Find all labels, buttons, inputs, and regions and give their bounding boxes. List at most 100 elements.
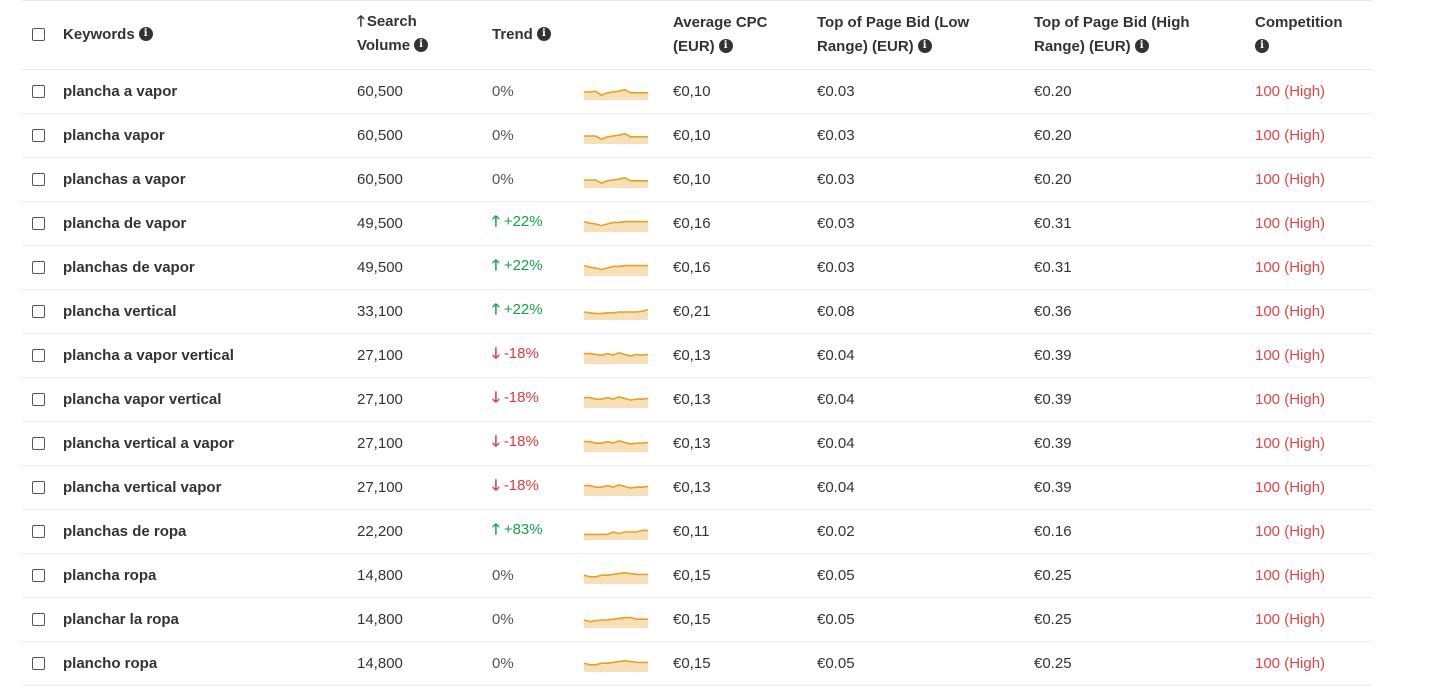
top-bid-low-cell: €0.04	[817, 378, 1034, 422]
trend-sparkline	[584, 483, 648, 496]
search-volume-cell: 49,500	[357, 202, 492, 246]
table-row[interactable]: plancha vertical 33,100 🡑 +22% €0,21 €0.08 €0.…	[22, 290, 1372, 334]
trend-cell: 0%	[492, 642, 584, 686]
table-row[interactable]: plancha vertical vapor 27,100 🡓 -18% €0,13 €0…	[22, 466, 1372, 510]
row-select-cell	[22, 422, 63, 466]
keyword-text[interactable]: plancha vertical	[63, 303, 177, 320]
top-bid-high-cell: €0.31	[1034, 246, 1255, 290]
info-icon[interactable]: i	[1255, 39, 1269, 54]
sparkline-line	[584, 88, 648, 96]
table-row[interactable]: planchas de ropa 22,200 🡑 +83% €0,11 €0.02 €0.…	[22, 510, 1372, 554]
info-icon[interactable]: i	[414, 38, 429, 53]
keyword-text[interactable]: planchas de ropa	[63, 523, 187, 540]
table-row[interactable]: plancha vertical a vapor 27,100 🡓 -18% €0,13…	[22, 422, 1372, 466]
top-bid-high-value: €0.20	[1034, 171, 1072, 188]
trend-sparkline	[584, 264, 648, 276]
header-top-bid-high[interactable]: Top of Page Bid (High Range) (EUR) i	[1034, 1, 1255, 70]
top-bid-low-cell: €0.04	[817, 334, 1034, 378]
header-top-bid-low[interactable]: Top of Page Bid (Low Range) (EUR) i	[817, 1, 1034, 70]
arrow-down-icon: 🡓	[492, 433, 500, 450]
trend-value: +22%	[503, 257, 543, 274]
top-bid-high-value: €0.31	[1034, 259, 1072, 276]
competition-cell: 100 (High)	[1255, 642, 1372, 686]
header-trend[interactable]: Trend i	[492, 1, 673, 70]
competition-cell: 100 (High)	[1255, 70, 1372, 114]
sparkline-line	[584, 351, 648, 357]
arrow-down-icon: 🡓	[492, 477, 500, 494]
keyword-text[interactable]: plancha a vapor vertical	[63, 347, 234, 364]
table-row[interactable]: plancha ropa 14,800 0% €0,15 €0.05 €0.25 100 (…	[22, 554, 1372, 598]
row-checkbox[interactable]	[32, 304, 45, 318]
table-row[interactable]: planchar la ropa 14,800 0% €0,15 €0.05 €0.25 1…	[22, 598, 1372, 642]
row-checkbox[interactable]	[32, 524, 45, 538]
info-icon[interactable]: i	[138, 27, 153, 42]
top-bid-high-value: €0.20	[1034, 83, 1072, 100]
search-volume-cell: 60,500	[357, 158, 492, 202]
sparkline-cell	[584, 334, 673, 378]
row-checkbox[interactable]	[32, 172, 45, 186]
table-row[interactable]: plancho ropa 14,800 0% €0,15 €0.05 €0.25 100 (…	[22, 642, 1372, 686]
keyword-text[interactable]: planchas de vapor	[63, 259, 195, 276]
row-checkbox[interactable]	[32, 656, 45, 670]
info-icon[interactable]: i	[536, 27, 551, 42]
select-all-checkbox[interactable]	[32, 27, 45, 41]
top-bid-high-value: €0.39	[1034, 479, 1072, 496]
competition-cell: 100 (High)	[1255, 158, 1372, 202]
competition-value: 100 (High)	[1255, 611, 1326, 628]
row-checkbox[interactable]	[32, 216, 45, 230]
header-competition[interactable]: Competition i	[1255, 1, 1372, 70]
keyword-text[interactable]: plancho ropa	[63, 655, 158, 672]
trend-value: 0%	[492, 171, 514, 188]
table-row[interactable]: planchas a vapor 60,500 0% €0,10 €0.03 €0.20 1…	[22, 158, 1372, 202]
top-bid-high-cell: €0.25	[1034, 598, 1255, 642]
row-checkbox[interactable]	[32, 612, 45, 626]
top-bid-high-value: €0.16	[1034, 523, 1072, 540]
header-search-volume[interactable]: 🡑 Search Volume i	[357, 1, 492, 70]
row-checkbox[interactable]	[32, 128, 45, 142]
row-checkbox[interactable]	[32, 348, 45, 362]
keyword-text[interactable]: planchar la ropa	[63, 611, 179, 628]
info-icon[interactable]: i	[718, 39, 733, 54]
search-volume-cell: 60,500	[357, 114, 492, 158]
row-checkbox[interactable]	[32, 84, 45, 98]
average-cpc-value: €0,13	[673, 435, 711, 452]
row-checkbox[interactable]	[32, 260, 45, 274]
keyword-text[interactable]: plancha de vapor	[63, 215, 187, 232]
competition-value: 100 (High)	[1255, 435, 1326, 452]
trend-cell: 🡑 +22%	[492, 290, 584, 334]
row-checkbox[interactable]	[32, 480, 45, 494]
row-checkbox[interactable]	[32, 568, 45, 582]
keyword-text[interactable]: plancha a vapor	[63, 83, 178, 100]
sparkline-cell	[584, 114, 673, 158]
keyword-text[interactable]: plancha vapor vertical	[63, 391, 222, 408]
trend-value: 0%	[492, 127, 514, 144]
arrow-up-icon: 🡑	[492, 213, 500, 230]
info-icon[interactable]: i	[1134, 39, 1149, 54]
top-bid-low-cell: €0.08	[817, 290, 1034, 334]
header-keywords[interactable]: Keywords i	[63, 1, 357, 70]
keyword-text[interactable]: plancha ropa	[63, 567, 157, 584]
table-row[interactable]: plancha vapor vertical 27,100 🡓 -18% €0,13 €0…	[22, 378, 1372, 422]
keyword-text[interactable]: plancha vertical a vapor	[63, 435, 234, 452]
table-row[interactable]: planchas de vapor 49,500 🡑 +22% €0,16 €0.03 €0…	[22, 246, 1372, 290]
table-row[interactable]: plancha de vapor 49,500 🡑 +22% €0,16 €0.03 €0.…	[22, 202, 1372, 246]
search-volume-cell: 49,500	[357, 246, 492, 290]
table-row[interactable]: plancha a vapor vertical 27,100 🡓 -18% €0,13…	[22, 334, 1372, 378]
row-select-cell	[22, 598, 63, 642]
keyword-cell: plancha vapor vertical	[63, 378, 357, 422]
average-cpc-cell: €0,11	[673, 510, 817, 554]
trend-value: +22%	[503, 213, 543, 230]
average-cpc-cell: €0,16	[673, 202, 817, 246]
trend-sparkline	[584, 571, 648, 584]
table-row[interactable]: plancha vapor 60,500 0% €0,10 €0.03 €0.20 100 …	[22, 114, 1372, 158]
keyword-text[interactable]: planchas a vapor	[63, 171, 186, 188]
header-average-cpc[interactable]: Average CPC (EUR) i	[673, 1, 817, 70]
top-bid-low-cell: €0.03	[817, 158, 1034, 202]
row-checkbox[interactable]	[32, 392, 45, 406]
table-row[interactable]: plancha a vapor 60,500 0% €0,10 €0.03 €0.20 10…	[22, 70, 1372, 114]
info-icon[interactable]: i	[917, 39, 932, 54]
keyword-text[interactable]: plancha vapor	[63, 127, 165, 144]
row-checkbox[interactable]	[32, 436, 45, 450]
header-average-cpc-line1: Average CPC	[673, 14, 768, 31]
keyword-text[interactable]: plancha vertical vapor	[63, 479, 222, 496]
